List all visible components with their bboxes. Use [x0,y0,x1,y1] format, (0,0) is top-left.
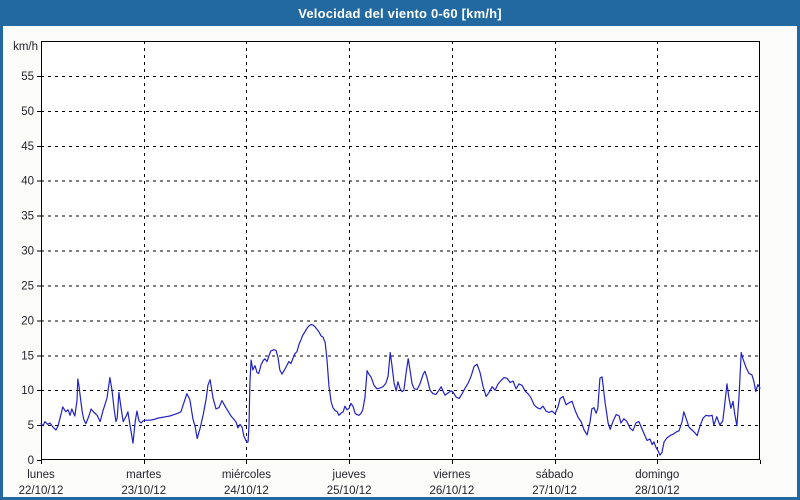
y-tick-label: 55 [21,71,34,83]
y-tick-label: 40 [21,176,34,188]
title-bar: Velocidad del viento 0-60 [km/h] [0,0,800,26]
chart-title: Velocidad del viento 0-60 [km/h] [298,5,502,21]
y-tick-label: 50 [21,106,34,118]
day-date-label: 25/10/12 [327,485,372,497]
y-tick-label: 30 [21,246,34,258]
y-tick-label: 25 [21,280,34,292]
y-tick-label: 10 [21,385,34,397]
day-date-label: 27/10/12 [532,485,577,497]
day-label: miércoles [222,469,271,481]
y-tick-label: 0 [28,455,34,467]
day-date-label: 23/10/12 [121,485,166,497]
day-date-label: 24/10/12 [224,485,269,497]
day-label: martes [126,469,161,481]
day-label: lunes [27,469,55,481]
y-axis-unit-label: km/h [13,41,38,53]
day-date-label: 28/10/12 [635,485,680,497]
day-label: domingo [635,469,679,481]
day-label: viernes [433,469,470,481]
day-date-label: 26/10/12 [429,485,474,497]
y-tick-label: 5 [28,420,34,432]
day-label: jueves [332,469,366,481]
y-tick-label: 15 [21,350,34,362]
plot-border [41,41,760,460]
y-tick-label: 35 [21,211,34,223]
day-date-label: 22/10/12 [19,485,64,497]
y-tick-label: 20 [21,315,34,327]
wind-speed-line [40,323,761,456]
y-tick-label: 45 [21,141,34,153]
day-label: sábado [536,469,574,481]
